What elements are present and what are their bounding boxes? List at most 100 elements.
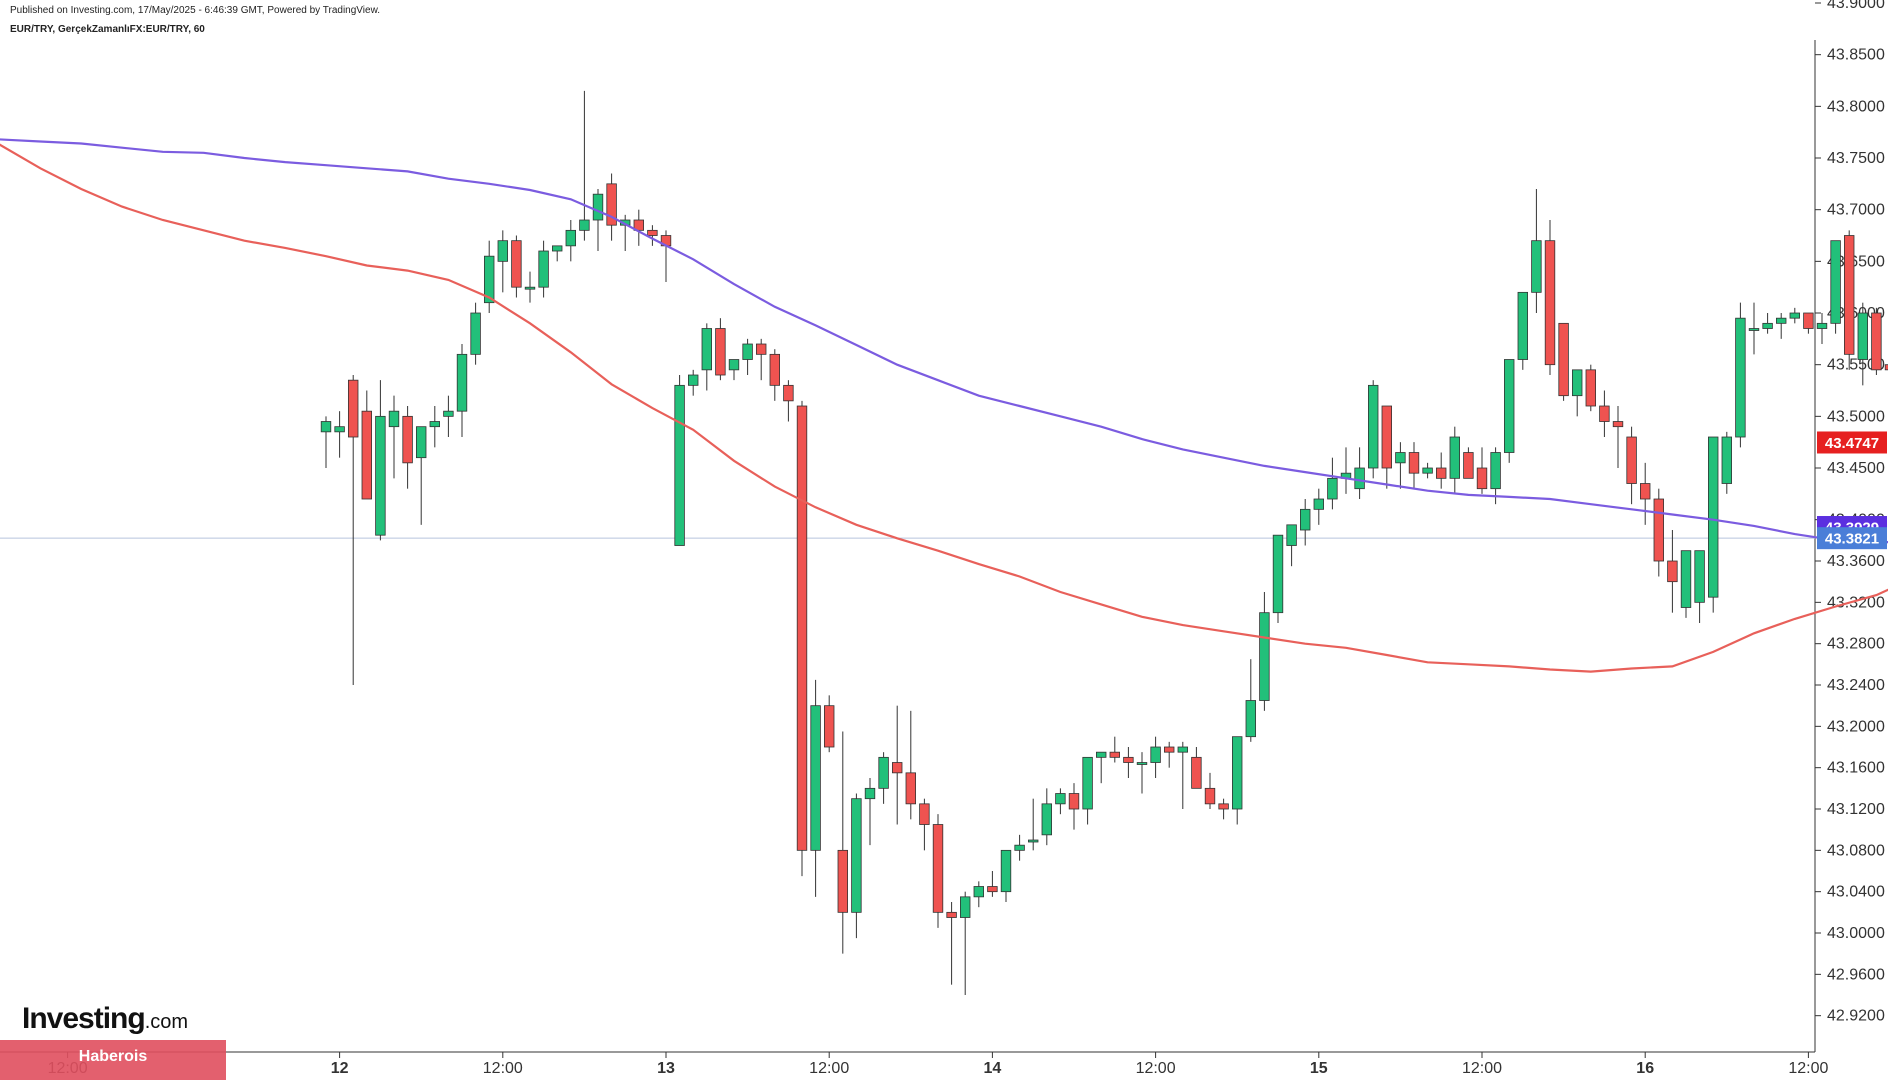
candle-up (1776, 317, 1787, 324)
candle-down (1558, 322, 1569, 397)
y-tick-label: 43.8500 (1827, 47, 1885, 64)
candle-up (1136, 762, 1148, 765)
candle-down (837, 849, 849, 913)
y-tick-label: 43.7000 (1827, 202, 1885, 219)
candle-up (1708, 436, 1719, 598)
candle-up (1572, 369, 1583, 397)
candle-down (1463, 452, 1474, 479)
moving-averages (0, 138, 1888, 673)
candle-up (1789, 312, 1801, 319)
candle-down (1123, 756, 1134, 763)
y-tick-label: 43.2000 (1827, 718, 1885, 735)
candle-up (1735, 317, 1746, 438)
published-note: Published on Investing.com, 17/May/2025 … (10, 5, 381, 16)
y-tick-label: 42.9200 (1827, 1008, 1885, 1025)
candle-down (1612, 421, 1624, 428)
candle-down (783, 384, 794, 402)
y-tick-label: 43.6500 (1827, 253, 1885, 270)
symbol-label: EUR/TRY, GerçekZamanlıFX:EUR/TRY, 60 (10, 24, 205, 35)
candle-down (347, 379, 359, 438)
y-tick-label: 43.5000 (1827, 408, 1885, 425)
candle-up (1354, 467, 1365, 490)
candle-up (1680, 550, 1692, 608)
candle-up (524, 286, 536, 290)
y-tick-label: 43.5500 (1827, 357, 1885, 374)
candle-down (1599, 405, 1610, 422)
y-tick-label: 43.8000 (1827, 98, 1885, 115)
candle-up (388, 410, 400, 428)
candle-up (483, 255, 495, 304)
candle-up (1014, 844, 1025, 851)
candle-up (1000, 849, 1012, 893)
candle-up (1055, 793, 1066, 805)
investing-logo: Investing.com (22, 1002, 189, 1035)
price-label-box (1817, 431, 1887, 454)
y-tick-label: 43.1600 (1827, 760, 1885, 777)
candle-up (878, 756, 889, 789)
candle-up (1368, 384, 1379, 469)
candle-up (1395, 452, 1406, 464)
candle-down (905, 772, 917, 805)
candle-up (497, 240, 509, 262)
candle-down (756, 343, 767, 355)
candle-up (470, 312, 481, 355)
x-tick-label: 12:00 (809, 1060, 849, 1077)
candle-down (361, 410, 373, 500)
candle-down (1436, 467, 1447, 479)
candle-up (1313, 498, 1325, 510)
candle-down (715, 328, 726, 376)
candle-up (1232, 736, 1243, 810)
candle-up (1096, 751, 1107, 758)
candle-up (1422, 467, 1433, 474)
candle-down (1476, 467, 1488, 490)
candle-down (1191, 756, 1202, 789)
candle-up (579, 219, 590, 231)
candle-up (565, 229, 577, 247)
chart-header: Published on Investing.com, 17/May/2025 … (10, 4, 380, 37)
candle-up (320, 421, 332, 433)
candle-up (1517, 291, 1529, 360)
candle-down (402, 415, 413, 464)
candle-down (1544, 240, 1556, 366)
price-label-box (1817, 527, 1887, 550)
price-label-text: 43.4747 (1825, 435, 1879, 452)
x-tick-label: 12:00 (1788, 1060, 1828, 1077)
candle-up (1300, 508, 1311, 531)
y-tick-label: 43.4500 (1827, 460, 1885, 477)
price-label-text: 43.3821 (1825, 531, 1879, 548)
candles-layer (320, 90, 1888, 996)
candle-up (429, 421, 441, 428)
x-tick-label: 12:00 (1136, 1060, 1176, 1077)
candle-down (1109, 751, 1121, 758)
candle-down (1884, 364, 1888, 371)
candle-up (1082, 756, 1093, 810)
candle-up (1857, 312, 1869, 360)
candle-up (1286, 524, 1297, 546)
y-tick-label: 43.1200 (1827, 801, 1885, 818)
candle-up (592, 193, 604, 221)
candle-up (1272, 534, 1284, 614)
candle-down (796, 405, 808, 851)
candle-down (1803, 312, 1814, 329)
candle-up (552, 245, 563, 252)
candle-down (1871, 312, 1882, 371)
candle-down (932, 824, 944, 913)
candle-down (1381, 405, 1393, 469)
candle-up (443, 410, 454, 417)
y-tick-label: 43.3600 (1827, 553, 1885, 570)
candle-up (1177, 746, 1189, 753)
y-tick-label: 43.7500 (1827, 150, 1885, 167)
x-tick-label: 12:00 (1462, 1060, 1502, 1077)
candle-up (1150, 746, 1161, 763)
candle-up (960, 896, 971, 918)
candle-up (1721, 436, 1733, 484)
y-tick-label: 43.0000 (1827, 925, 1885, 942)
candle-up (701, 328, 713, 371)
candle-up (688, 374, 699, 386)
candle-down (1204, 787, 1216, 805)
candle-down (1653, 498, 1665, 562)
candle-up (1041, 803, 1053, 836)
